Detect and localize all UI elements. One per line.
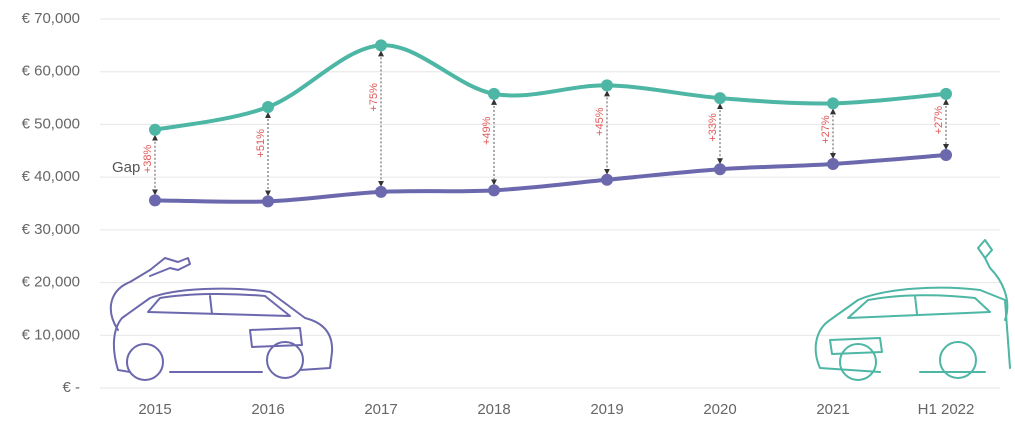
x-tick-label: 2018 bbox=[477, 401, 510, 418]
series-line bbox=[153, 153, 948, 204]
gap-label: +27% bbox=[820, 115, 832, 144]
gap-label: +51% bbox=[255, 129, 267, 158]
data-point bbox=[714, 92, 726, 105]
data-point bbox=[940, 87, 952, 100]
x-tick-label: 2017 bbox=[364, 401, 397, 418]
x-tick-label: 2020 bbox=[703, 401, 736, 418]
x-tick-label: 2019 bbox=[590, 401, 623, 418]
gap-label: +38% bbox=[142, 144, 154, 173]
x-tick-label: H1 2022 bbox=[918, 401, 975, 418]
petrol-car-icon bbox=[109, 257, 334, 381]
data-point bbox=[601, 79, 613, 92]
gap-label: +45% bbox=[594, 107, 606, 136]
data-point bbox=[827, 157, 839, 170]
data-point bbox=[827, 97, 839, 110]
series-line bbox=[153, 43, 948, 132]
y-tick-label: € 40,000 bbox=[22, 168, 80, 185]
y-tick-label: € 70,000 bbox=[22, 10, 80, 27]
x-tick-label: 2016 bbox=[251, 401, 284, 418]
gap-label: +27% bbox=[933, 106, 945, 135]
gap-label: +33% bbox=[707, 113, 719, 142]
data-point bbox=[262, 195, 274, 208]
data-point bbox=[375, 39, 387, 52]
gap-title: Gap bbox=[112, 159, 140, 176]
data-point bbox=[262, 101, 274, 114]
data-point bbox=[375, 185, 387, 198]
y-tick-label: € 10,000 bbox=[22, 326, 80, 343]
data-point bbox=[714, 163, 726, 176]
gap-label: +49% bbox=[481, 116, 493, 145]
gap-label: +75% bbox=[368, 83, 380, 112]
data-point bbox=[488, 184, 500, 197]
electric-car-icon bbox=[814, 239, 1011, 381]
x-tick-label: 2015 bbox=[138, 401, 171, 418]
x-tick-label: 2021 bbox=[816, 401, 849, 418]
y-tick-label: € - bbox=[62, 379, 80, 396]
y-tick-label: € 60,000 bbox=[22, 63, 80, 80]
y-tick-label: € 30,000 bbox=[22, 221, 80, 238]
plot-area: € - € 10,000 € 20,000 € 30,000 € 40,000 € 50,… bbox=[22, 10, 975, 418]
y-tick-label: € 50,000 bbox=[22, 115, 80, 132]
data-point bbox=[488, 87, 500, 100]
y-tick-label: € 20,000 bbox=[22, 274, 80, 291]
data-point bbox=[149, 194, 161, 207]
data-point bbox=[940, 149, 952, 162]
data-point bbox=[601, 173, 613, 186]
data-point bbox=[149, 123, 161, 136]
